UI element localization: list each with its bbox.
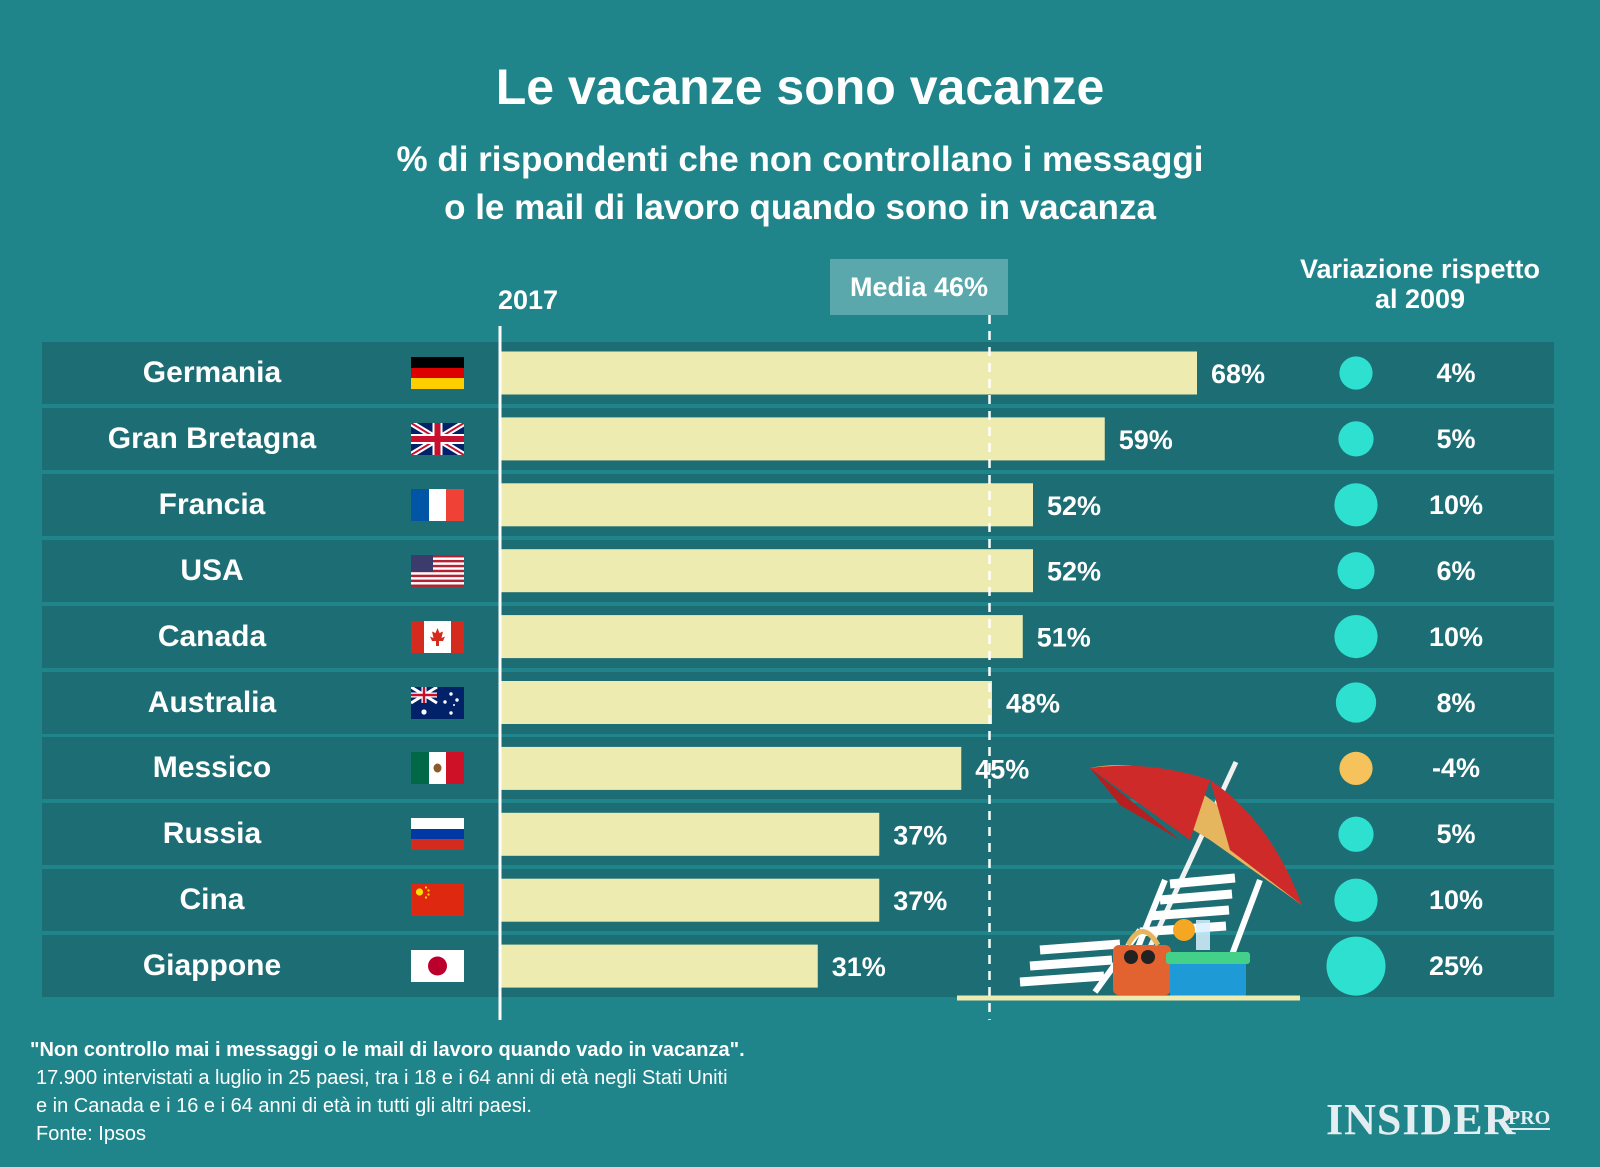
bar-value-label: 37% bbox=[893, 886, 947, 916]
bar bbox=[500, 615, 1023, 659]
variation-dot bbox=[1338, 816, 1374, 852]
flag-uk-icon bbox=[411, 423, 464, 455]
footnote: "Non controllo mai i messaggi o le mail … bbox=[30, 1036, 745, 1148]
variation-value-label: 10% bbox=[1428, 884, 1484, 915]
beach-illustration bbox=[957, 760, 1302, 1001]
variation-dot bbox=[1326, 936, 1386, 996]
bar-value-label: 48% bbox=[1006, 689, 1060, 719]
variation-dot bbox=[1334, 878, 1378, 922]
subtitle-line-1: % di rispondenti che non controllano i m… bbox=[396, 140, 1204, 179]
variation-value-label: 10% bbox=[1428, 621, 1484, 652]
bar bbox=[500, 483, 1033, 527]
variation-value-label: 10% bbox=[1428, 489, 1484, 520]
average-label: Media 46% bbox=[830, 259, 1008, 315]
variation-value-label: 4% bbox=[1436, 357, 1476, 388]
bar bbox=[500, 681, 992, 724]
bar-value-label: 52% bbox=[1047, 557, 1101, 587]
bar-value-label: 37% bbox=[893, 820, 947, 850]
variation-dot bbox=[1334, 615, 1378, 659]
flag-australia-icon bbox=[411, 687, 464, 719]
bar-value-label: 51% bbox=[1037, 623, 1091, 653]
variation-dot bbox=[1335, 682, 1377, 723]
variation-dot bbox=[1337, 552, 1375, 590]
variation-value-label: 6% bbox=[1436, 555, 1476, 586]
bar bbox=[500, 944, 818, 988]
variation-dot bbox=[1338, 421, 1374, 457]
chart-title: Le vacanze sono vacanze bbox=[495, 59, 1105, 115]
footnote-source: Fonte: Ipsos bbox=[36, 1123, 147, 1145]
bar bbox=[500, 878, 880, 922]
country-label: Messico bbox=[152, 751, 272, 784]
bar bbox=[500, 351, 1197, 395]
bar-value-label: 52% bbox=[1047, 491, 1101, 521]
flag-mexico-icon bbox=[411, 752, 464, 784]
country-label: Cina bbox=[179, 883, 245, 916]
variation-header-line-2: al 2009 bbox=[1374, 284, 1466, 314]
flag-canada-icon bbox=[411, 621, 464, 653]
footnote-quote: "Non controllo mai i messaggi o le mail … bbox=[30, 1039, 745, 1061]
country-label: USA bbox=[180, 554, 244, 587]
variation-dot bbox=[1339, 751, 1373, 786]
bar bbox=[500, 746, 962, 790]
brand-logo: INSIDER bbox=[1326, 1095, 1517, 1144]
bar-value-label: 45% bbox=[975, 754, 1029, 784]
series-year-label: 2017 bbox=[498, 285, 559, 315]
subtitle-line-2: o le mail di lavoro quando sono in vacan… bbox=[444, 188, 1156, 227]
country-label: Germania bbox=[142, 356, 282, 389]
country-label: Australia bbox=[147, 686, 277, 719]
bar bbox=[500, 417, 1105, 461]
footnote-line-1: 17.900 intervistati a luglio in 25 paesi… bbox=[36, 1067, 728, 1089]
flag-usa-icon bbox=[411, 555, 464, 587]
flag-china-icon bbox=[411, 884, 464, 916]
country-label: Canada bbox=[157, 620, 267, 653]
bar-value-label: 68% bbox=[1211, 359, 1265, 389]
variation-value-label: 25% bbox=[1428, 950, 1484, 981]
bar bbox=[500, 812, 880, 856]
country-label: Gran Bretagna bbox=[107, 422, 317, 455]
variation-dot bbox=[1334, 483, 1378, 527]
variation-header: Variazione rispetto al 2009 bbox=[1270, 254, 1570, 314]
variation-value-label: -4% bbox=[1431, 752, 1480, 783]
bar bbox=[500, 549, 1033, 593]
country-label: Russia bbox=[162, 817, 262, 850]
footnote-line-2: e in Canada e i 16 e i 64 anni di età in… bbox=[36, 1095, 532, 1117]
brand-logo-suffix: PRO bbox=[1508, 1107, 1551, 1130]
bar-value-label: 59% bbox=[1119, 425, 1173, 455]
variation-dot bbox=[1339, 356, 1373, 390]
variation-value-label: 5% bbox=[1436, 423, 1476, 454]
bar-value-label: 31% bbox=[832, 952, 886, 982]
country-label: Giappone bbox=[142, 949, 282, 982]
chart-subtitle: % di rispondenti che non controllano i m… bbox=[0, 136, 1600, 232]
variation-value-label: 8% bbox=[1436, 687, 1476, 718]
country-label: Francia bbox=[158, 488, 266, 521]
flag-france-icon bbox=[411, 489, 464, 521]
flag-germany-icon bbox=[411, 357, 464, 389]
flag-russia-icon bbox=[411, 818, 464, 850]
flag-japan-icon bbox=[411, 950, 464, 982]
variation-value-label: 5% bbox=[1436, 818, 1476, 849]
variation-header-line-1: Variazione rispetto bbox=[1299, 254, 1541, 284]
